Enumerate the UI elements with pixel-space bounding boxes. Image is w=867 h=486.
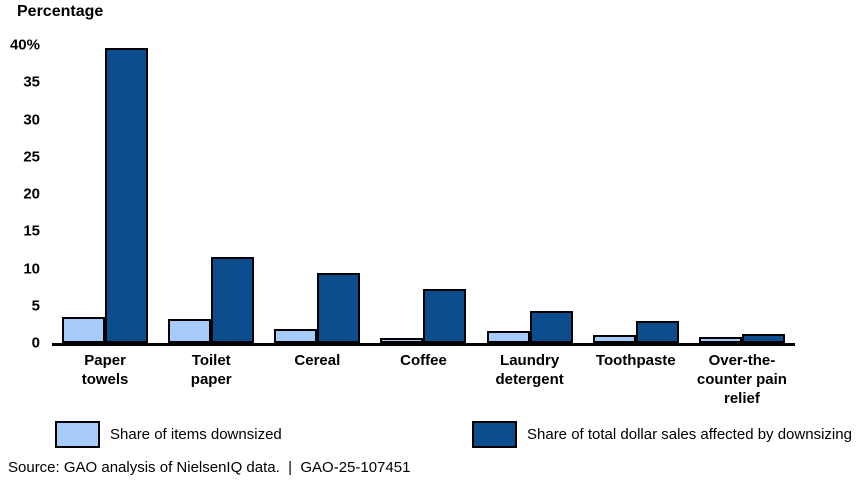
bar [274,328,318,343]
bar [741,333,785,343]
bar-group [158,257,264,343]
bar [423,289,467,343]
y-tick-label: 25 [23,148,40,166]
bar [486,330,530,343]
legend-item-items-downsized: Share of items downsized [55,421,282,448]
bar [211,257,255,343]
bar-group [52,48,158,343]
y-tick-label: 30 [23,111,40,128]
bar-groups [52,45,795,343]
x-axis-labels: Paper towels Toilet paper Cereal Coffee Laun… [52,351,795,408]
legend-label: Share of items downsized [110,426,282,443]
bar [698,336,742,343]
y-axis-title: Percentage [17,3,104,20]
bar [380,337,424,343]
bar-group [264,273,370,343]
y-tick-label: 40% [9,36,40,54]
y-tick-label: 10 [23,260,40,277]
bar [168,318,212,343]
legend-label: Share of total dollar sales affected by … [527,426,852,443]
category-label: Toothpaste [595,352,676,369]
category-label: Paper towels [81,352,129,388]
y-tick-label: 35 [23,73,40,91]
category-label: Toilet paper [190,352,232,388]
bar [105,48,149,343]
y-tick-label: 15 [23,222,40,240]
bar [635,321,679,343]
bar-group [583,321,689,343]
bar [592,334,636,343]
category-label: Over-the- counter pain relief [696,352,787,407]
bar [62,317,106,343]
y-tick-label: 20 [23,185,40,203]
legend-swatch-light-blue [55,421,100,448]
legend-item-dollar-sales: Share of total dollar sales affected by … [472,421,852,448]
y-axis: 40% 35 30 25 20 15 10 5 0 [0,37,40,352]
category-label: Cereal [294,352,341,369]
source-note: Source: GAO analysis of NielsenIQ data. … [8,459,411,476]
bar-group [689,333,795,343]
bar-group [477,311,583,343]
legend-swatch-dark-blue [472,421,517,448]
category-label: Laundry detergent [495,352,564,388]
bar [529,311,573,343]
y-tick-label: 5 [31,297,40,315]
y-tick-label: 0 [31,334,40,352]
bar [317,273,361,343]
plot-area [52,45,795,346]
category-label: Coffee [400,352,447,369]
bar-group [370,289,476,343]
